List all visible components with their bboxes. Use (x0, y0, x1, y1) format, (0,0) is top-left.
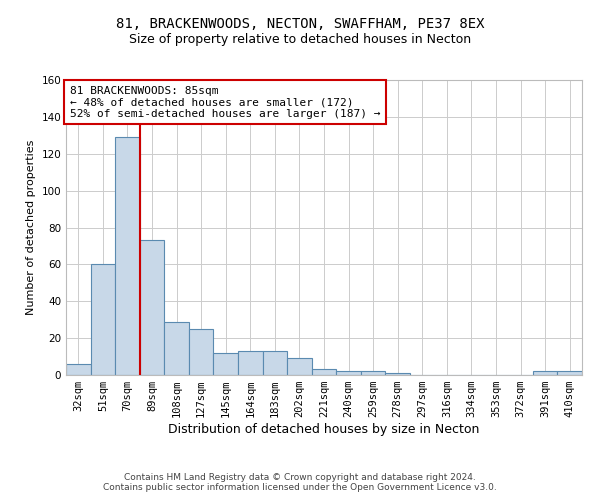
Bar (214, 353, 238, 375)
Bar (189, 329, 214, 375)
Text: 81, BRACKENWOODS, NECTON, SWAFFHAM, PE37 8EX: 81, BRACKENWOODS, NECTON, SWAFFHAM, PE37… (116, 18, 484, 32)
X-axis label: Distribution of detached houses by size in Necton: Distribution of detached houses by size … (169, 423, 479, 436)
Bar (361, 372, 385, 375)
Bar (385, 373, 410, 375)
Bar (287, 358, 312, 375)
Text: Size of property relative to detached houses in Necton: Size of property relative to detached ho… (129, 32, 471, 46)
Y-axis label: Number of detached properties: Number of detached properties (26, 140, 36, 315)
Bar (140, 240, 164, 375)
Text: Contains HM Land Registry data © Crown copyright and database right 2024.
Contai: Contains HM Land Registry data © Crown c… (103, 473, 497, 492)
Bar (557, 372, 582, 375)
Bar (238, 351, 263, 375)
Bar (312, 370, 336, 375)
Bar (91, 264, 115, 375)
Text: 81 BRACKENWOODS: 85sqm
← 48% of detached houses are smaller (172)
52% of semi-de: 81 BRACKENWOODS: 85sqm ← 48% of detached… (70, 86, 380, 118)
Bar (533, 372, 557, 375)
Bar (66, 364, 91, 375)
Bar (336, 372, 361, 375)
Bar (263, 351, 287, 375)
Bar (115, 137, 140, 375)
Bar (164, 322, 189, 375)
